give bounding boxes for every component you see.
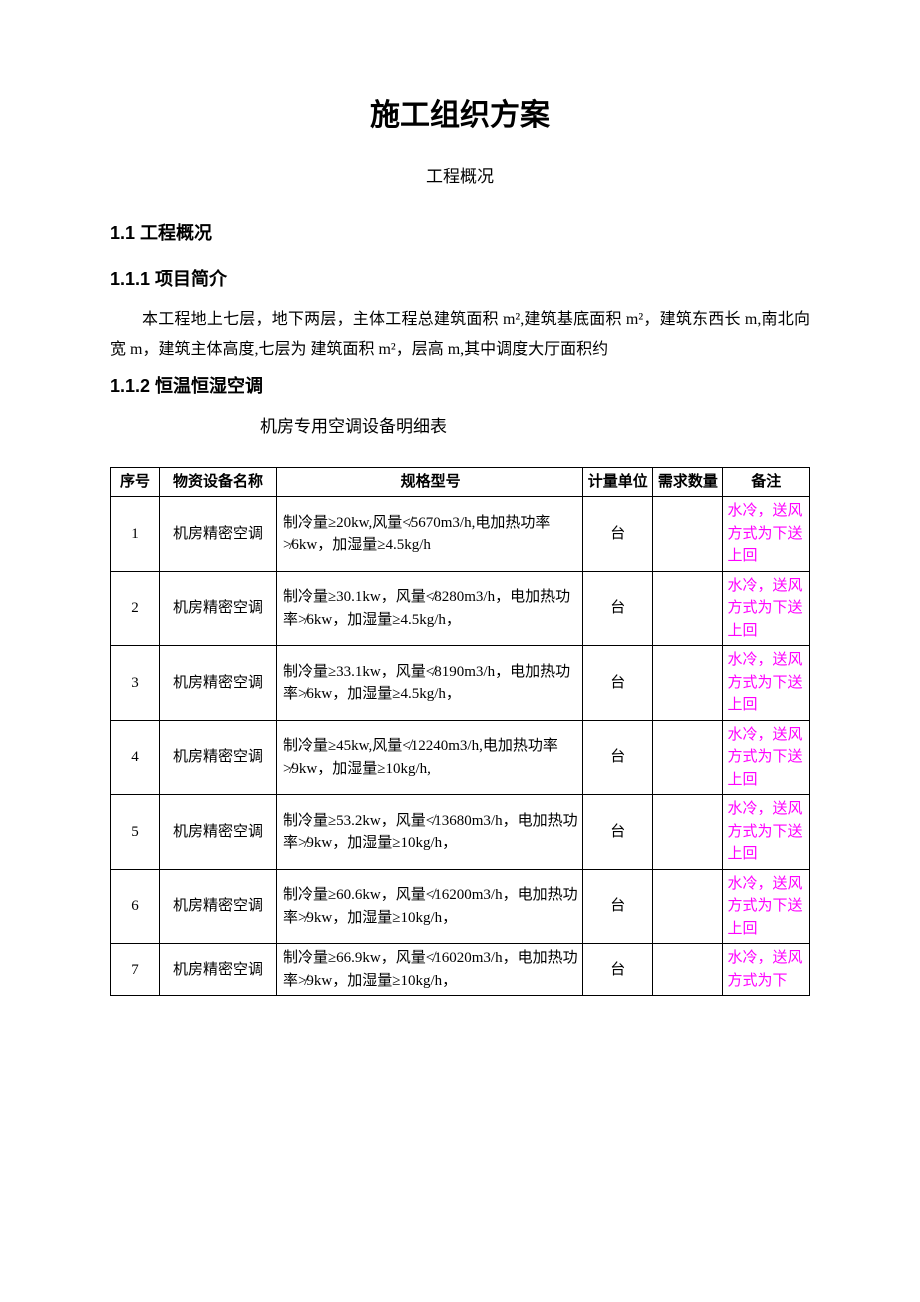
cell-spec: 制冷量≥66.9kw，风量≮16020m3/h，电加热功率≯9kw，加湿量≥10… bbox=[276, 944, 582, 996]
cell-qty bbox=[653, 571, 723, 646]
cell-name: 机房精密空调 bbox=[160, 497, 277, 572]
table-row: 2 机房精密空调 制冷量≥30.1kw，风量≮8280m3/h，电加热功率≯6k… bbox=[111, 571, 810, 646]
cell-qty bbox=[653, 497, 723, 572]
table-row: 1 机房精密空调 制冷量≥20kw,风量≮5670m3/h,电加热功率≯6kw，… bbox=[111, 497, 810, 572]
cell-name: 机房精密空调 bbox=[160, 795, 277, 870]
section-1-1-2-heading: 1.1.2 恒温恒湿空调 bbox=[110, 372, 810, 398]
header-name: 物资设备名称 bbox=[160, 467, 277, 497]
cell-seq: 2 bbox=[111, 571, 160, 646]
cell-unit: 台 bbox=[583, 720, 653, 795]
cell-unit: 台 bbox=[583, 795, 653, 870]
cell-seq: 3 bbox=[111, 646, 160, 721]
table-row: 7 机房精密空调 制冷量≥66.9kw，风量≮16020m3/h，电加热功率≯9… bbox=[111, 944, 810, 996]
table-row: 6 机房精密空调 制冷量≥60.6kw，风量≮16200m3/h，电加热功率≯9… bbox=[111, 869, 810, 944]
cell-note: 水冷，送风方式为下送上回 bbox=[723, 869, 810, 944]
table-row: 5 机房精密空调 制冷量≥53.2kw，风量≮13680m3/h，电加热功率≯9… bbox=[111, 795, 810, 870]
cell-name: 机房精密空调 bbox=[160, 571, 277, 646]
table-row: 3 机房精密空调 制冷量≥33.1kw，风量≮8190m3/h，电加热功率≯6k… bbox=[111, 646, 810, 721]
cell-qty bbox=[653, 720, 723, 795]
document-subtitle: 工程概况 bbox=[110, 162, 810, 187]
project-intro-paragraph: 本工程地上七层，地下两层，主体工程总建筑面积 m²,建筑基底面积 m²，建筑东西… bbox=[110, 305, 810, 366]
cell-spec: 制冷量≥45kw,风量≮12240m3/h,电加热功率≯9kw，加湿量≥10kg… bbox=[276, 720, 582, 795]
cell-spec: 制冷量≥33.1kw，风量≮8190m3/h，电加热功率≯6kw，加湿量≥4.5… bbox=[276, 646, 582, 721]
header-spec: 规格型号 bbox=[276, 467, 582, 497]
cell-unit: 台 bbox=[583, 646, 653, 721]
cell-note: 水冷，送风方式为下 bbox=[723, 944, 810, 996]
cell-seq: 6 bbox=[111, 869, 160, 944]
cell-qty bbox=[653, 944, 723, 996]
cell-note: 水冷，送风方式为下送上回 bbox=[723, 571, 810, 646]
table-caption: 机房专用空调设备明细表 bbox=[260, 412, 810, 437]
cell-name: 机房精密空调 bbox=[160, 646, 277, 721]
header-qty: 需求数量 bbox=[653, 467, 723, 497]
cell-qty bbox=[653, 795, 723, 870]
cell-note: 水冷，送风方式为下送上回 bbox=[723, 795, 810, 870]
cell-seq: 7 bbox=[111, 944, 160, 996]
cell-spec: 制冷量≥53.2kw，风量≮13680m3/h，电加热功率≯9kw，加湿量≥10… bbox=[276, 795, 582, 870]
cell-name: 机房精密空调 bbox=[160, 944, 277, 996]
table-row: 4 机房精密空调 制冷量≥45kw,风量≮12240m3/h,电加热功率≯9kw… bbox=[111, 720, 810, 795]
cell-unit: 台 bbox=[583, 497, 653, 572]
cell-unit: 台 bbox=[583, 571, 653, 646]
cell-name: 机房精密空调 bbox=[160, 720, 277, 795]
document-title: 施工组织方案 bbox=[110, 90, 810, 134]
cell-qty bbox=[653, 646, 723, 721]
header-unit: 计量单位 bbox=[583, 467, 653, 497]
section-1-1-heading: 1.1 工程概况 bbox=[110, 219, 810, 245]
cell-qty bbox=[653, 869, 723, 944]
equipment-table: 序号 物资设备名称 规格型号 计量单位 需求数量 备注 1 机房精密空调 制冷量… bbox=[110, 467, 810, 997]
cell-seq: 5 bbox=[111, 795, 160, 870]
section-1-1-1-heading: 1.1.1 项目简介 bbox=[110, 265, 810, 291]
header-seq: 序号 bbox=[111, 467, 160, 497]
cell-unit: 台 bbox=[583, 944, 653, 996]
cell-note: 水冷，送风方式为下送上回 bbox=[723, 646, 810, 721]
cell-seq: 1 bbox=[111, 497, 160, 572]
table-header-row: 序号 物资设备名称 规格型号 计量单位 需求数量 备注 bbox=[111, 467, 810, 497]
header-note: 备注 bbox=[723, 467, 810, 497]
cell-spec: 制冷量≥60.6kw，风量≮16200m3/h，电加热功率≯9kw，加湿量≥10… bbox=[276, 869, 582, 944]
cell-spec: 制冷量≥20kw,风量≮5670m3/h,电加热功率≯6kw，加湿量≥4.5kg… bbox=[276, 497, 582, 572]
cell-note: 水冷，送风方式为下送上回 bbox=[723, 720, 810, 795]
cell-name: 机房精密空调 bbox=[160, 869, 277, 944]
cell-unit: 台 bbox=[583, 869, 653, 944]
cell-spec: 制冷量≥30.1kw，风量≮8280m3/h，电加热功率≯6kw，加湿量≥4.5… bbox=[276, 571, 582, 646]
cell-seq: 4 bbox=[111, 720, 160, 795]
cell-note: 水冷，送风方式为下送上回 bbox=[723, 497, 810, 572]
